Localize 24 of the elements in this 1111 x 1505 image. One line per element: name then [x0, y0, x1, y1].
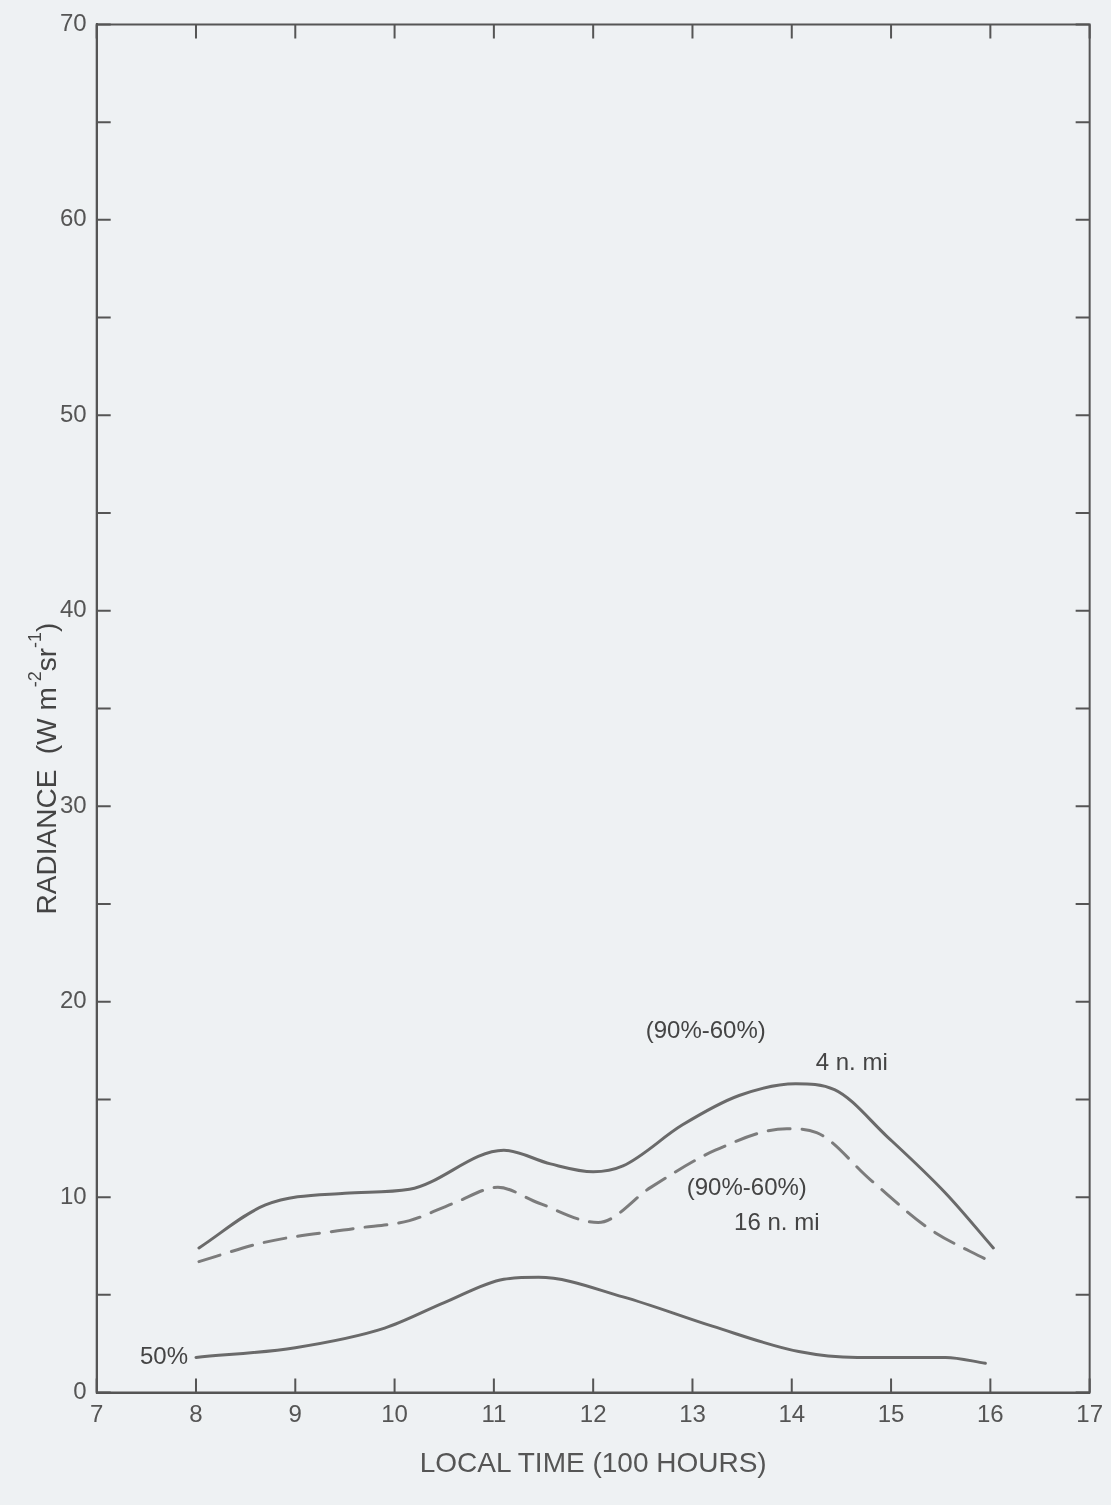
y-tick-label: 20: [59, 986, 87, 1014]
y-tick-label: 40: [59, 595, 87, 623]
x-tick-label: 16: [977, 1399, 1004, 1427]
x-tick-label: 12: [579, 1399, 607, 1427]
x-tick-label: 7: [90, 1399, 104, 1427]
x-tick-label: 17: [1076, 1399, 1103, 1427]
x-tick-label: 13: [679, 1399, 706, 1427]
x-tick-label: 15: [877, 1399, 905, 1427]
x-axis-title: LOCAL TIME (100 HOURS): [419, 1446, 767, 1478]
x-tick-label: 14: [778, 1399, 806, 1427]
text: (90%-60%) 4 n. mi: [645, 1016, 888, 1076]
y-tick-label: 10: [59, 1181, 87, 1209]
x-tick-label: 11: [481, 1399, 507, 1427]
y-tick-label: 30: [59, 790, 87, 818]
x-tick-label: 9: [288, 1399, 302, 1427]
series-label: 50%: [139, 1342, 188, 1370]
x-tick-label: 8: [189, 1399, 203, 1427]
y-axis-title: RADIANCE (W m-2sr-1): [24, 622, 62, 915]
y-tick-label: 60: [59, 204, 87, 232]
y-tick-label: 70: [59, 9, 87, 37]
series-label: (90%-60%) 16 n. mi: [686, 1173, 820, 1236]
y-tick-label: 50: [59, 399, 87, 427]
x-tick-label: 10: [381, 1399, 408, 1427]
y-tick-label: 0: [73, 1377, 87, 1405]
